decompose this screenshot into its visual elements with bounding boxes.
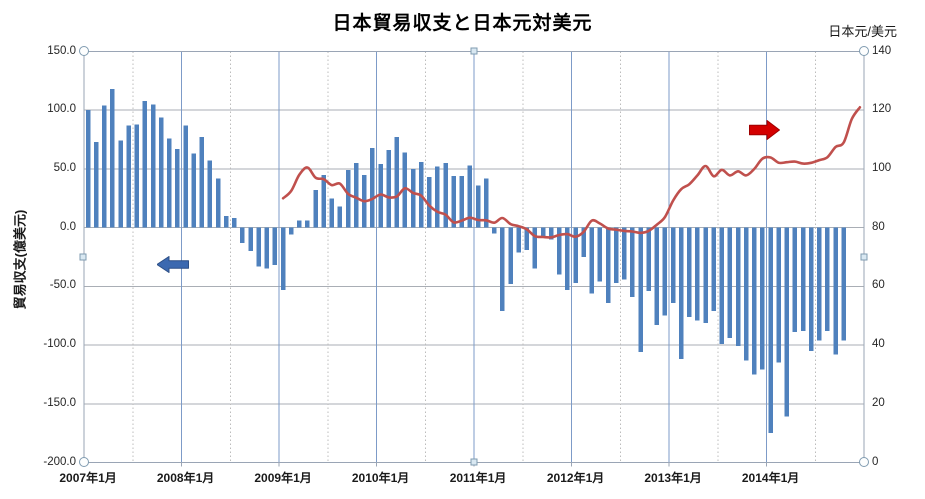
selection-handle-middle-left[interactable] [79, 253, 87, 261]
right-axis-unit-label: 日本元/美元 [828, 24, 897, 39]
x-axis-tick-label: 2007年1月 [59, 471, 117, 485]
right-axis-tick-label: 120 [872, 103, 892, 116]
chart-title: 日本貿易収支と日本元対美元 [332, 13, 593, 34]
x-axis-tick-label: 2011年1月 [449, 471, 507, 485]
left-axis-tick-label: 0.0 [60, 220, 76, 233]
selection-handle-bottom-center[interactable] [470, 458, 478, 466]
left-axis-tick-label: -50.0 [49, 279, 76, 292]
selection-handle-bottom-left[interactable] [79, 457, 89, 467]
right-axis-tick-label: 80 [872, 220, 885, 233]
x-axis-tick-label: 2009年1月 [254, 471, 312, 485]
selection-handle-top-center[interactable] [470, 47, 478, 55]
selection-handle-bottom-right[interactable] [859, 457, 869, 467]
right-axis-tick-label: 100 [872, 161, 892, 174]
right-axis-tick-label: 0 [872, 455, 879, 468]
selection-handle-middle-right[interactable] [860, 253, 868, 261]
x-axis-tick-label: 2012年1月 [546, 471, 605, 485]
right-axis-tick-label: 40 [872, 338, 885, 351]
x-axis-tick-label: 2010年1月 [351, 471, 410, 485]
selection-handle-top-left[interactable] [79, 46, 89, 56]
left-axis-tick-label: -150.0 [43, 396, 76, 409]
left-axis-tick-label: -100.0 [43, 338, 76, 351]
left-axis-tick-label: 50.0 [53, 161, 76, 174]
left-arrow-shape[interactable] [157, 256, 189, 273]
left-axis-tick-label: 100.0 [47, 103, 76, 116]
right-axis-tick-label: 20 [872, 396, 885, 409]
left-axis-tick-label: -200.0 [43, 455, 76, 468]
right-arrow-shape[interactable] [749, 120, 780, 140]
right-axis-tick-label: 140 [872, 44, 892, 57]
right-axis-tick-label: 60 [872, 279, 885, 292]
left-axis-tick-label: 150.0 [47, 44, 76, 57]
x-axis-tick-label: 2008年1月 [156, 471, 215, 485]
x-axis-tick-label: 2014年1月 [741, 471, 800, 485]
x-axis-tick-label: 2013年1月 [644, 471, 702, 485]
selection-handle-top-right[interactable] [859, 46, 869, 56]
